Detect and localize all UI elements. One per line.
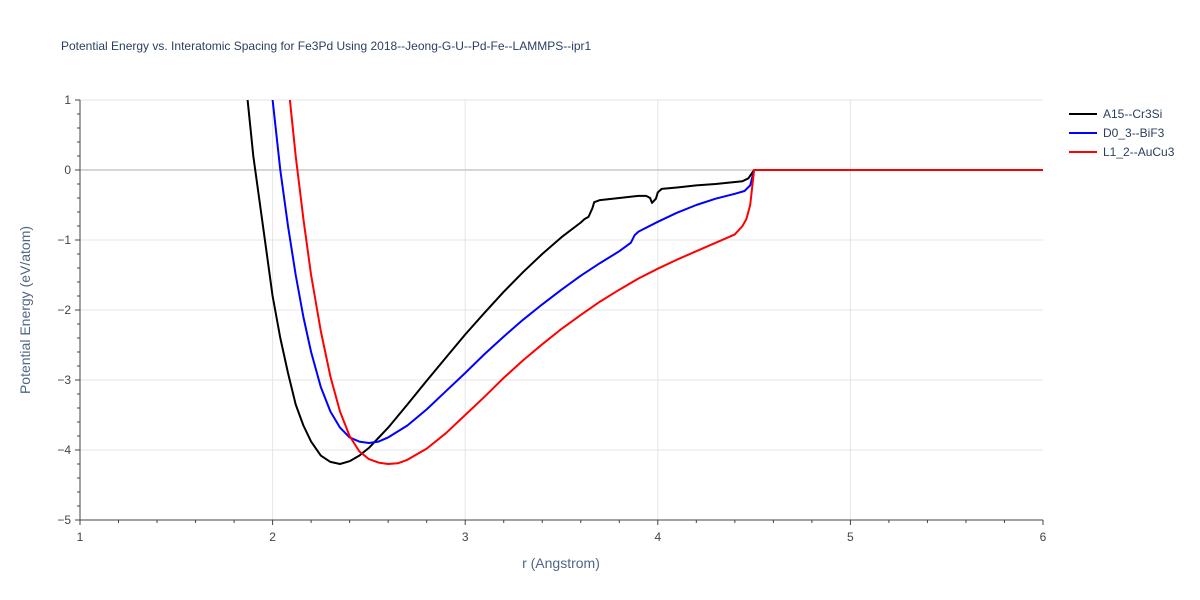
y-tick-label: 0 (64, 163, 71, 177)
y-tick-label: −1 (57, 233, 71, 247)
legend-item-2[interactable]: L1_2--AuCu3 (1069, 145, 1175, 159)
legend-item-1[interactable]: D0_3--BiF3 (1069, 126, 1165, 140)
y-tick-label: −3 (57, 373, 71, 387)
grid-lines (80, 99, 1043, 520)
legend-label: A15--Cr3Si (1103, 107, 1162, 121)
x-axis-title: r (Angstrom) (522, 555, 600, 571)
legend[interactable]: A15--Cr3Si D0_3--BiF3 L1_2--AuCu3 (1069, 107, 1175, 159)
x-tick-label: 1 (77, 530, 84, 544)
x-tick-label: 2 (269, 530, 276, 544)
series-line-1 (271, 100, 1043, 444)
series-line-0 (246, 100, 1043, 465)
y-tick-label: −2 (57, 303, 71, 317)
axes (75, 99, 1044, 525)
legend-label: L1_2--AuCu3 (1103, 145, 1175, 159)
series-line-2 (288, 100, 1043, 465)
x-tick-label: 3 (462, 530, 469, 544)
y-tick-label: −5 (57, 513, 71, 527)
legend-label: D0_3--BiF3 (1103, 126, 1165, 140)
y-axis-title: Potential Energy (eV/atom) (17, 226, 33, 394)
y-tick-label: −4 (57, 443, 71, 457)
y-tick-label: 1 (64, 93, 71, 107)
chart-title: Potential Energy vs. Interatomic Spacing… (61, 39, 592, 53)
series-lines (246, 100, 1043, 465)
x-tick-label: 5 (847, 530, 854, 544)
x-tick-label: 6 (1040, 530, 1047, 544)
tick-labels: 1 2 3 4 5 6 1 0 −1 −2 −3 −4 −5 (57, 93, 1046, 544)
legend-item-0[interactable]: A15--Cr3Si (1069, 107, 1162, 121)
x-tick-label: 4 (654, 530, 661, 544)
